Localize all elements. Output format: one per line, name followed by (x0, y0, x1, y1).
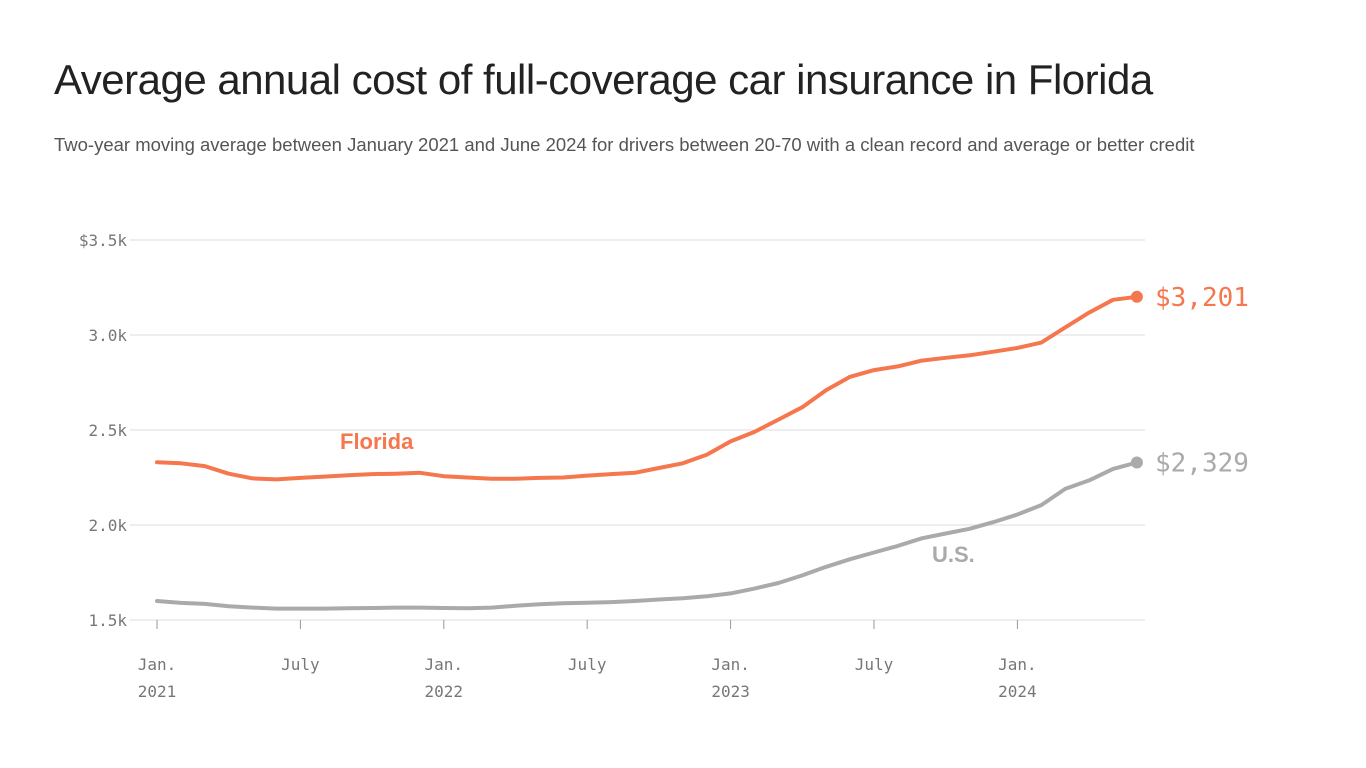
series-lines (155, 290, 1143, 611)
series-name-label-florida: Florida (340, 429, 414, 454)
y-tick-label: 3.0k (88, 326, 127, 345)
y-tick-label: 2.5k (88, 421, 127, 440)
x-tick-label: July (855, 655, 894, 674)
end-point-florida (1130, 290, 1143, 303)
x-tick-label: Jan. (711, 655, 750, 674)
y-tick-label: $3.5k (79, 231, 128, 250)
x-tick-year-label: 2023 (711, 682, 750, 701)
x-tick-label: Jan. (138, 655, 177, 674)
y-tick-label: 1.5k (88, 611, 127, 630)
x-tick-label: Jan. (998, 655, 1037, 674)
x-tick-label: July (568, 655, 607, 674)
x-tick-year-label: 2021 (138, 682, 177, 701)
x-axis-ticks: Jan. 2021 July Jan. 2022 July Jan. 2023 July Jan.… (138, 620, 1037, 701)
series-line-florida (155, 294, 1139, 482)
chart-title: Average annual cost of full-coverage car… (54, 56, 1153, 103)
chart-subtitle: Two-year moving average between January … (54, 134, 1195, 155)
x-tick-label: Jan. (425, 655, 464, 674)
series-line-u-s (155, 460, 1139, 611)
grid-lines (130, 239, 1145, 621)
series-name-label-u-s: U.S. (932, 542, 975, 567)
end-value-label-u-s: $2,329 (1155, 448, 1249, 478)
y-axis-ticks: $3.5k 3.0k 2.5k 2.0k 1.5k (79, 231, 128, 630)
x-tick-year-label: 2022 (425, 682, 464, 701)
y-tick-label: 2.0k (88, 516, 127, 535)
series-labels: $3,201 Florida $2,329 U.S. (340, 283, 1249, 567)
x-tick-label: July (281, 655, 320, 674)
end-point-u-s (1130, 456, 1143, 469)
x-tick-year-label: 2024 (998, 682, 1037, 701)
end-value-label-florida: $3,201 (1155, 283, 1249, 313)
